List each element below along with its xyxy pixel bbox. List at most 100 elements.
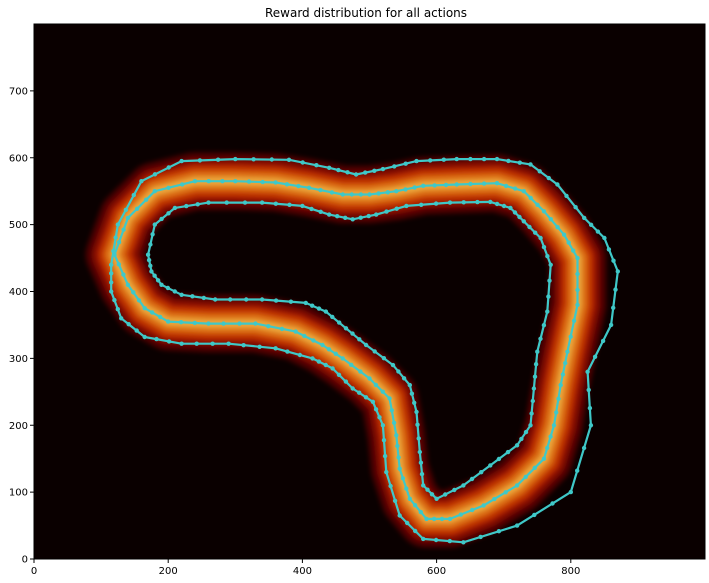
track-inner-line-waypoint (404, 203, 409, 209)
track-inner-line-waypoint (538, 235, 543, 241)
track-inner-line-waypoint (172, 205, 178, 211)
y-tick-label: 600 (9, 153, 28, 164)
track-center-line-waypoint (367, 192, 372, 197)
track-center-line-waypoint (180, 182, 185, 187)
track-inner-line-waypoint (532, 374, 538, 379)
track-outer-line-waypoint (377, 415, 382, 420)
track-inner-line-waypoint (259, 297, 265, 302)
track-outer-line (110, 158, 619, 544)
track-center-line-waypoint (373, 382, 379, 388)
track-inner-line-waypoint (521, 219, 526, 224)
track-outer-line-waypoint (314, 163, 319, 168)
track-inner-line-waypoint (190, 294, 195, 299)
track-inner-line-waypoint (425, 487, 430, 492)
track-center-line-waypoint (555, 225, 560, 230)
track-inner-line-waypoint (206, 200, 211, 205)
track-center-line-waypoint (503, 183, 509, 189)
track-inner-line-waypoint (224, 200, 229, 205)
track-outer-line-waypoint (615, 269, 620, 274)
track-center-line-waypoint (551, 423, 557, 428)
track-inner-line-waypoint (396, 369, 401, 374)
track-outer-line-waypoint (179, 158, 184, 164)
track-center-line-waypoint (503, 490, 508, 495)
track-outer-line-waypoint (327, 165, 332, 170)
track-inner-line-waypoint (548, 262, 553, 267)
track-inner-line-waypoint (372, 349, 377, 354)
track-inner-line-waypoint (412, 400, 417, 405)
x-tick-label: 0 (31, 566, 37, 577)
track-outer-line-waypoint (568, 489, 573, 495)
track-center-line-waypoint (246, 179, 252, 184)
track-center-line-waypoint (333, 351, 338, 356)
track-center-line-waypoint (380, 389, 385, 394)
track-outer-line-waypoint (382, 453, 388, 459)
track-inner-line-waypoint (418, 460, 424, 465)
track-inner-line-waypoint (488, 199, 493, 205)
track-outer-line-waypoint (606, 247, 612, 252)
track-outer-line-waypoint (154, 336, 159, 342)
track-outer-line-waypoint (611, 305, 616, 310)
track-inner-line-waypoint (366, 213, 371, 219)
track-inner-line-waypoint (429, 492, 435, 497)
track-inner-line-waypoint (415, 422, 420, 427)
track-outer-line-waypoint (405, 520, 410, 526)
track-inner-line-waypoint (496, 456, 502, 462)
track-outer-line-waypoint (269, 157, 274, 162)
track-inner-line-waypoint (535, 349, 540, 354)
y-tick-label: 500 (9, 220, 28, 231)
track-center-line-waypoint (150, 310, 155, 315)
track-center-line-waypoint (266, 324, 271, 329)
track-outer-line-waypoint (336, 167, 341, 173)
track-outer-line-waypoint (381, 438, 387, 443)
track-inner-line-waypoint (512, 210, 518, 215)
track-inner-line-waypoint (533, 230, 538, 235)
track-inner-line-waypoint (529, 411, 534, 416)
track-outer-line-waypoint (111, 248, 116, 254)
track-center-line-waypoint (394, 189, 399, 194)
track-center-line-waypoint (492, 496, 497, 502)
track-outer-line-waypoint (251, 157, 256, 162)
track-outer-line-waypoint (454, 156, 459, 162)
track-inner-line-waypoint (381, 356, 387, 361)
track-inner-line-waypoint (488, 463, 493, 468)
track-center-line-waypoint (443, 182, 449, 188)
track-inner-line-waypoint (150, 232, 155, 237)
track-center-line-waypoint (387, 396, 392, 401)
track-outer-line-waypoint (109, 280, 114, 285)
track-center-line-waypoint (389, 408, 394, 413)
track-center-line-waypoint (548, 434, 553, 439)
track-center-line-waypoint (447, 516, 453, 522)
track-inner-line-waypoint (323, 309, 329, 314)
track-center-line-waypoint (394, 433, 399, 438)
track-outer-line-waypoint (428, 158, 433, 163)
track-inner-line-waypoint (148, 242, 153, 247)
track-center-line-waypoint (575, 271, 580, 277)
track-center-line-waypoint (513, 186, 518, 191)
track-outer-line-waypoint (343, 379, 349, 384)
track-outer-line-waypoint (528, 162, 533, 167)
track-outer-line-waypoint (115, 307, 121, 312)
track-outer-line-waypoint (537, 169, 542, 174)
track-outer-line-waypoint (370, 399, 376, 404)
track-center-line-waypoint (424, 516, 429, 522)
track-inner-line-waypoint (287, 202, 292, 207)
track-center-line-waypoint (376, 191, 381, 196)
chart-title: Reward distribution for all actions (265, 6, 467, 20)
track-inner-line-waypoint (390, 362, 396, 368)
track-center-line-waypoint (481, 503, 486, 508)
track-inner-line-waypoint (343, 326, 349, 331)
track-outer-line-waypoint (233, 156, 238, 162)
track-center-line-waypoint (273, 180, 278, 185)
track-inner-line-waypoint (434, 496, 439, 501)
track-center-line-waypoint (142, 306, 147, 311)
track-inner-line-waypoint (447, 200, 453, 205)
track-outer-line-waypoint (575, 468, 580, 473)
track-center-line-waypoint (568, 334, 573, 339)
track-inner-line-waypoint (523, 429, 529, 435)
track-inner-line-waypoint (501, 203, 507, 209)
track-inner-line-waypoint (421, 483, 426, 488)
track-center-line-waypoint (358, 369, 363, 374)
track-center-line-waypoint (233, 179, 238, 184)
track-inner-line-waypoint (242, 200, 248, 205)
track-center-line-waypoint (144, 197, 149, 202)
